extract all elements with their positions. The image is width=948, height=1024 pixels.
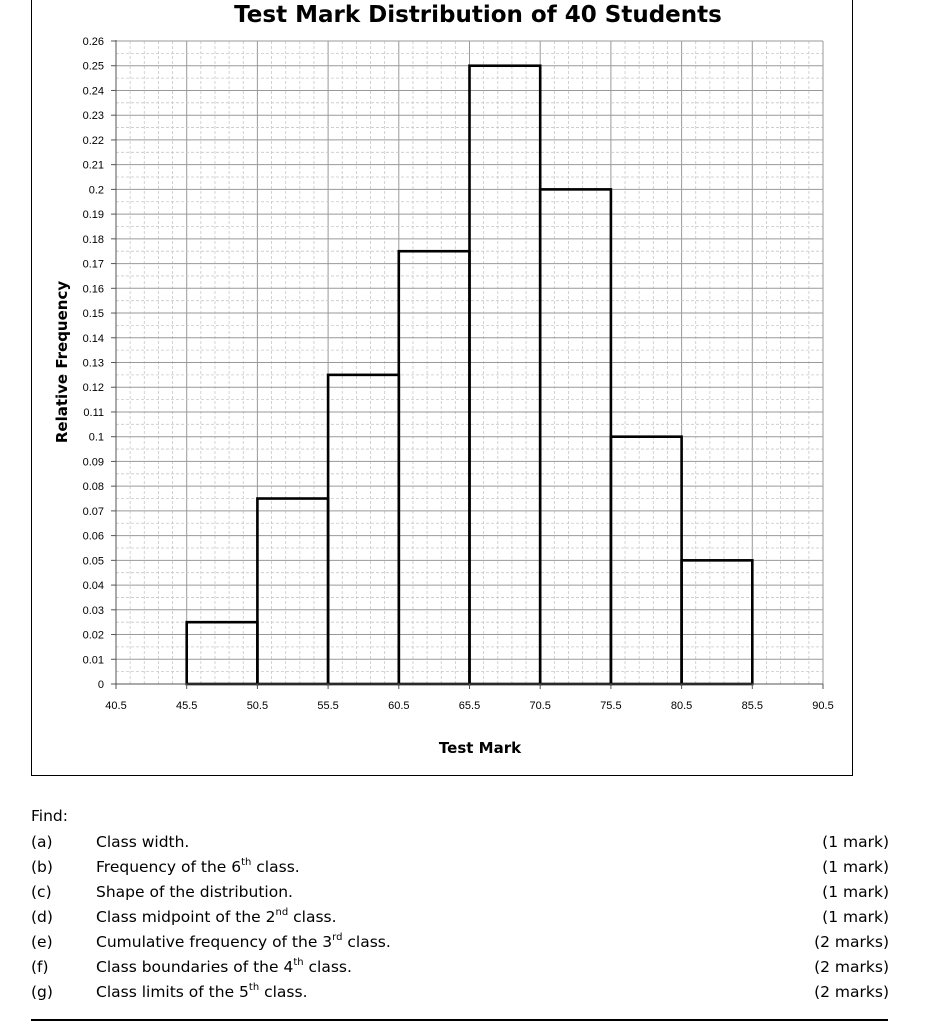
question-letter: (c) (31, 883, 52, 901)
x-tick-label: 50.5 (247, 700, 268, 712)
y-tick-label: 0.15 (83, 308, 104, 320)
histogram-bar (397, 249, 471, 686)
question-row: (f) Class boundaries of the 4th class. (2 … (31, 955, 891, 980)
x-tick-label: 80.5 (671, 700, 692, 712)
y-tick-label: 0.25 (83, 61, 104, 73)
ordinal-suffix: th (293, 956, 304, 968)
y-tick-label: 0.2 (89, 184, 104, 196)
question-marks: (2 marks) (814, 933, 889, 951)
y-tick-label: 0.22 (83, 135, 104, 147)
question-letter: (a) (31, 833, 53, 851)
question-text-main: Class width. (96, 833, 190, 851)
ordinal-suffix: th (248, 981, 260, 993)
question-text-end: class. (288, 908, 337, 926)
x-tick-label: 65.5 (459, 700, 480, 712)
y-tick-label: 0.17 (83, 259, 104, 271)
question-text: Class limits of the 5th class. (96, 980, 308, 1005)
y-tick-label: 0.24 (83, 85, 104, 97)
x-tick-label: 90.5 (812, 700, 833, 712)
ordinal-suffix: th (241, 856, 252, 868)
question-text-main: Class boundaries of the 4 (96, 958, 294, 976)
question-text: Frequency of the 6th class. (96, 855, 300, 880)
histogram-bar (468, 64, 542, 686)
y-tick-label: 0.19 (83, 209, 104, 221)
x-tick-label: 45.5 (176, 700, 197, 712)
question-row: (c) Shape of the distribution. (1 mark) (31, 880, 891, 905)
question-text: Class midpoint of the 2nd class. (96, 905, 337, 930)
y-tick-label: 0.04 (83, 580, 104, 592)
y-tick-label: 0.23 (83, 110, 104, 122)
question-row: (b) Frequency of the 6th class. (1 mark) (31, 855, 891, 880)
histogram-bar (326, 373, 401, 686)
question-row: (d) Class midpoint of the 2nd class. (1 ma… (31, 905, 891, 930)
ordinal-suffix: rd (332, 931, 343, 943)
question-letter: (f) (31, 958, 49, 976)
y-tick-label: 0.11 (83, 407, 104, 419)
x-tick-label: 60.5 (388, 700, 409, 712)
question-text-main: Class limits of the 5 (96, 983, 249, 1001)
y-tick-label: 0.1 (89, 432, 104, 444)
bottom-rule (31, 1019, 888, 1021)
y-tick-label: 0.14 (83, 333, 104, 345)
y-tick-label: 0.01 (83, 654, 104, 666)
question-marks: (2 marks) (814, 983, 889, 1001)
question-text: Class width. (96, 830, 189, 855)
question-text-main: Frequency of the 6 (96, 858, 242, 876)
question-letter: (d) (31, 908, 53, 926)
x-tick-label: 40.5 (105, 700, 126, 712)
question-text: Shape of the distribution. (96, 880, 293, 905)
x-axis-title: Test Mark (439, 739, 522, 757)
question-letter: (e) (31, 933, 53, 951)
find-label: Find: (31, 807, 68, 825)
y-tick-label: 0.09 (83, 456, 104, 468)
question-marks: (1 mark) (822, 883, 889, 901)
y-tick-label: 0 (98, 679, 104, 691)
y-tick-label: 0.02 (83, 630, 104, 642)
question-row: (a) Class width. (1 mark) (31, 830, 891, 855)
y-tick-label: 0.07 (83, 506, 104, 518)
question-text-end: class. (303, 958, 352, 976)
question-marks: (1 mark) (822, 858, 889, 876)
question-marks: (1 mark) (822, 833, 889, 851)
question-marks: (2 marks) (814, 958, 889, 976)
y-tick-label: 0.16 (83, 283, 104, 295)
question-text-main: Shape of the distribution. (96, 883, 293, 901)
y-tick-label: 0.05 (83, 555, 104, 567)
question-text-end: class. (251, 858, 300, 876)
x-tick-label: 85.5 (742, 700, 763, 712)
question-letter: (b) (31, 858, 53, 876)
y-tick-label: 0.08 (83, 481, 104, 493)
y-tick-label: 0.06 (83, 531, 104, 543)
ordinal-suffix: nd (275, 906, 289, 918)
y-tick-label: 0.21 (83, 160, 104, 172)
question-text-end: class. (342, 933, 391, 951)
question-text: Class boundaries of the 4th class. (96, 955, 352, 980)
question-text-main: Class midpoint of the 2 (96, 908, 276, 926)
question-letter: (g) (31, 983, 53, 1001)
x-tick-label: 55.5 (317, 700, 338, 712)
histogram-bar (185, 620, 259, 686)
question-text: Cumulative frequency of the 3rd class. (96, 930, 391, 955)
y-axis-title: Relative Frequency (53, 281, 71, 443)
chart-frame: 0 0.01 0.02 0.03 0.04 0.05 0.06 0.07 0.08 0.09 0.1… (31, 0, 853, 776)
x-tick-label: 75.5 (600, 700, 621, 712)
y-tick-label: 0.03 (83, 605, 104, 617)
question-text-main: Cumulative frequency of the 3 (96, 933, 333, 951)
y-tick-label: 0.12 (83, 382, 104, 394)
question-text-end: class. (259, 983, 308, 1001)
question-marks: (1 mark) (822, 908, 889, 926)
question-row: (e) Cumulative frequency of the 3rd class… (31, 930, 891, 955)
y-tick-label: 0.26 (83, 36, 104, 48)
y-tick-label: 0.13 (83, 358, 104, 370)
x-tick-label: 70.5 (529, 700, 550, 712)
histogram-bar (256, 497, 330, 686)
chart-title: Test Mark Distribution of 40 Students (234, 2, 722, 28)
question-row: (g) Class limits of the 5th class. (2 mark… (31, 980, 891, 1005)
histogram-chart: 0 0.01 0.02 0.03 0.04 0.05 0.06 0.07 0.08 0.09 0.1… (53, 2, 834, 757)
y-tick-label: 0.18 (83, 234, 104, 246)
